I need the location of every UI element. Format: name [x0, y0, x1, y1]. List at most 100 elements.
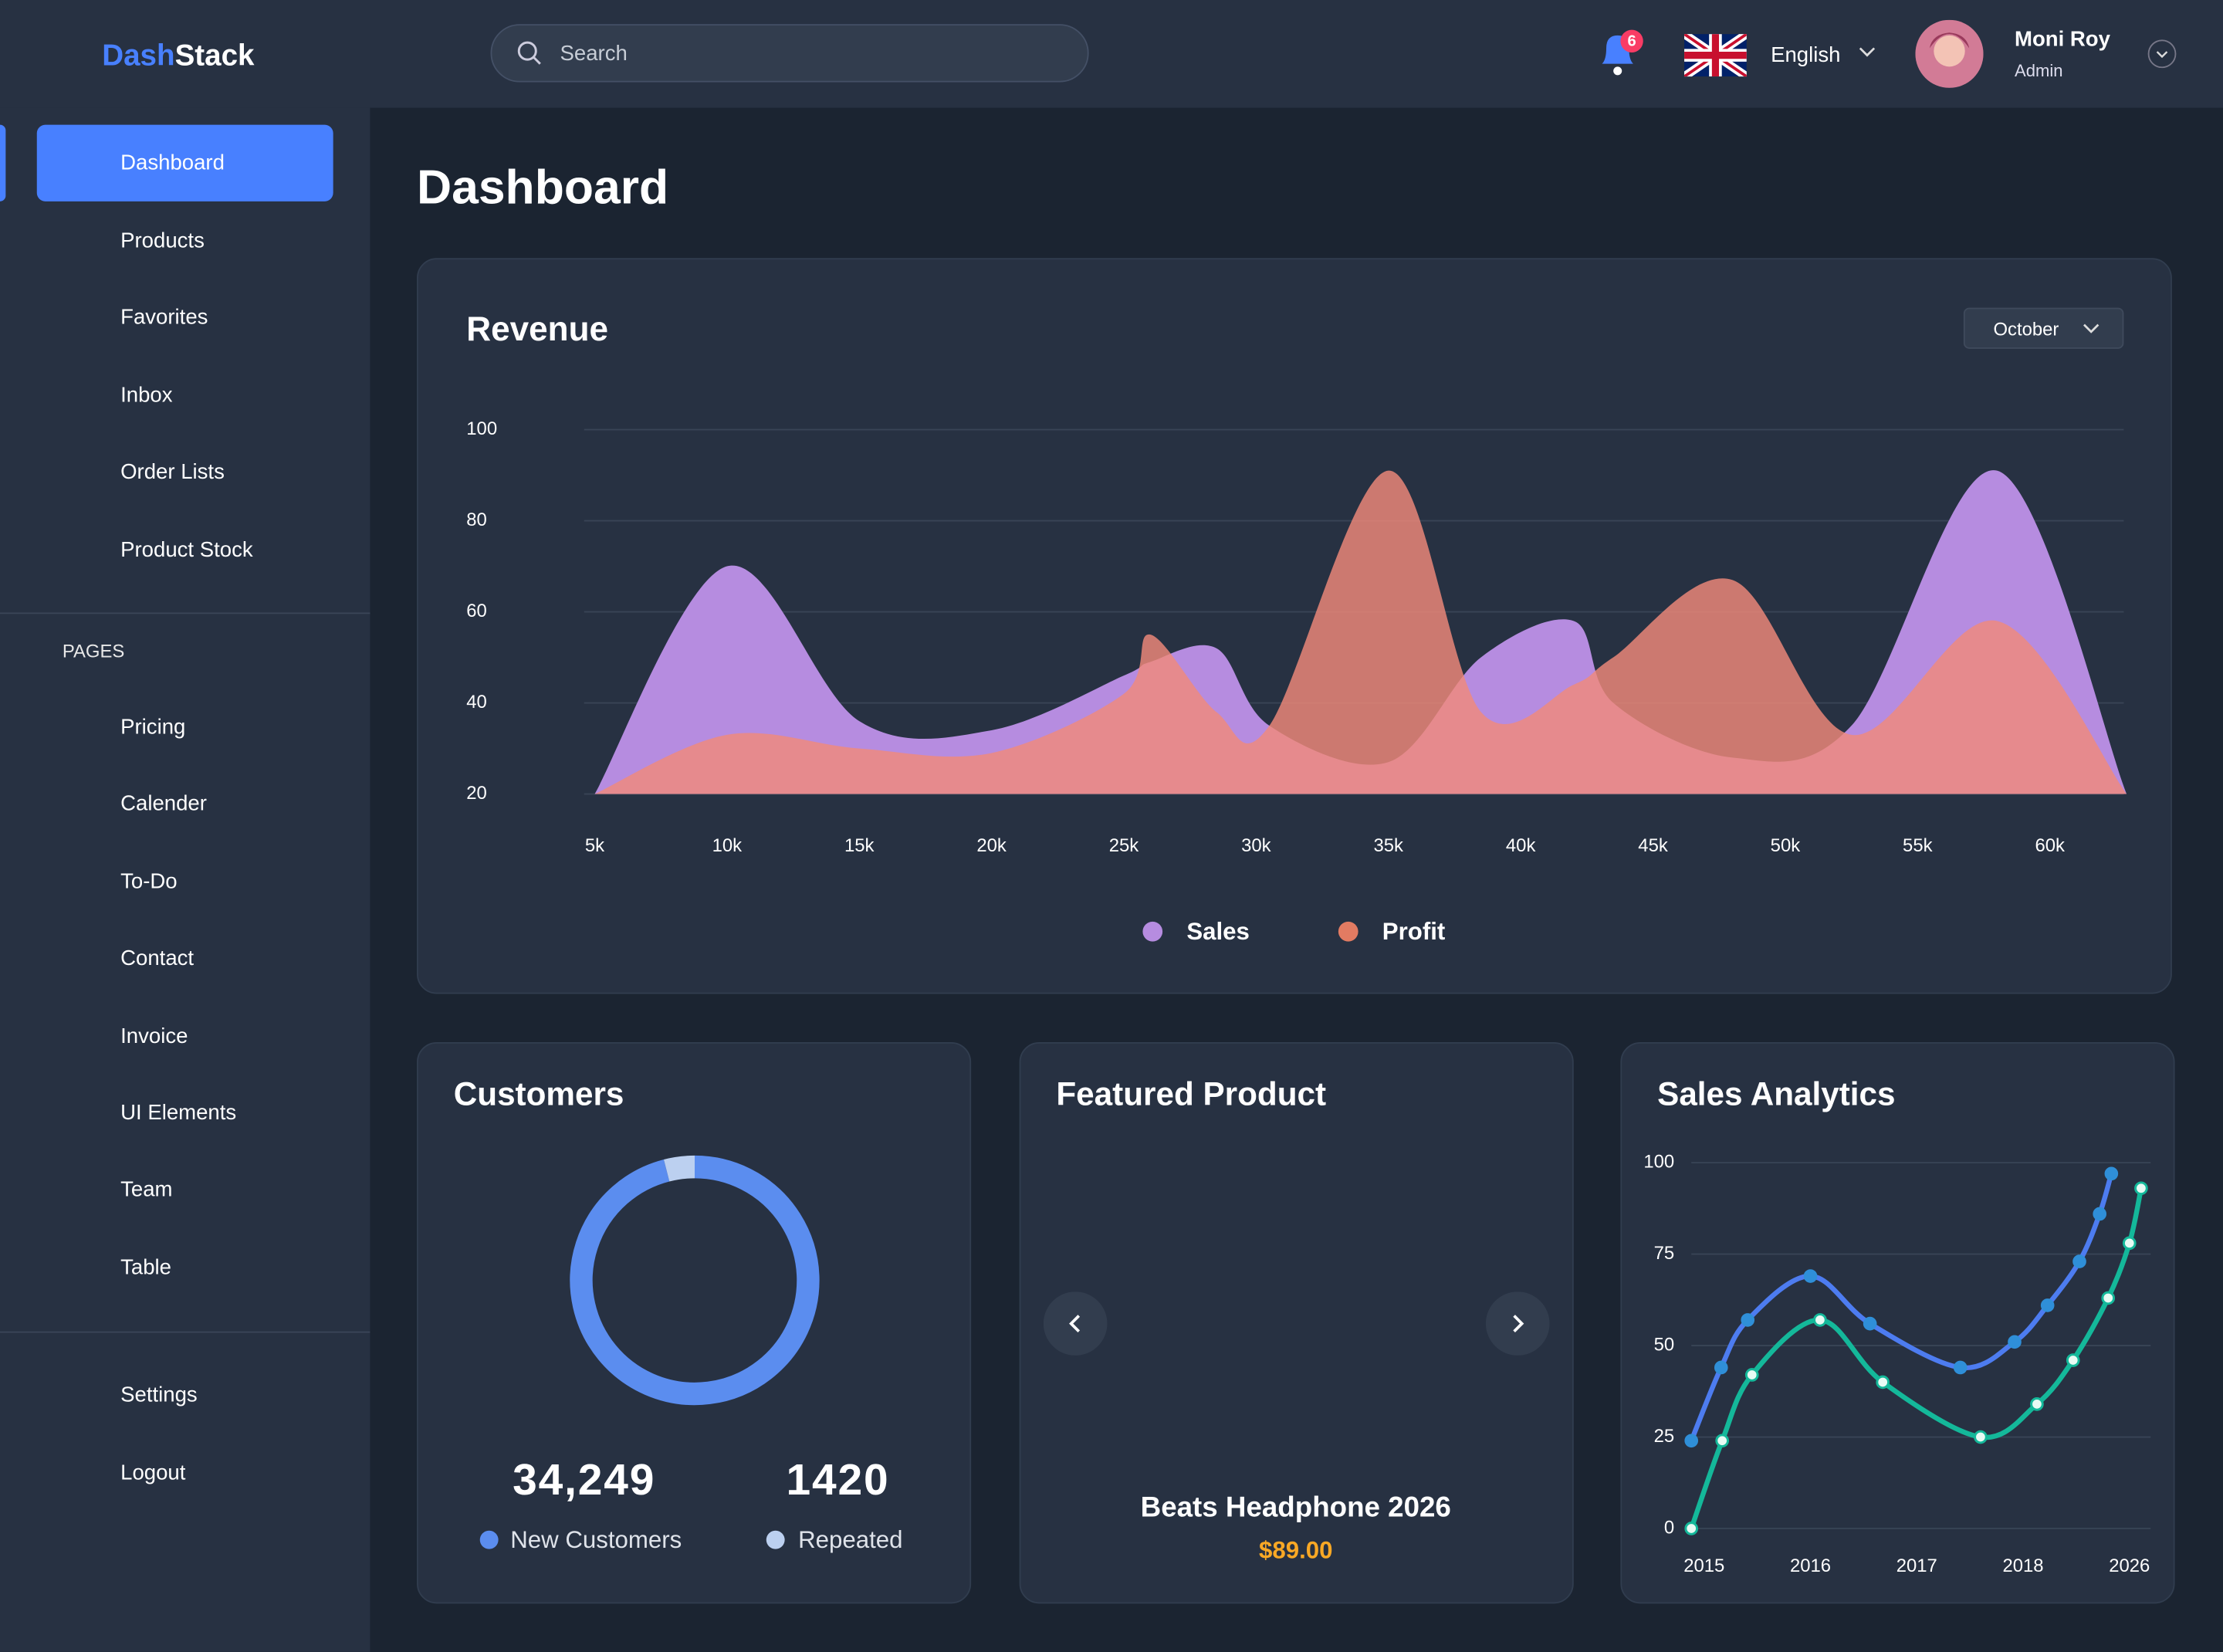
nav-item[interactable]: Favorites — [120, 305, 208, 330]
flag[interactable] — [1684, 34, 1747, 77]
point — [1803, 1269, 1818, 1283]
avatar[interactable] — [1915, 19, 1984, 88]
x-tick-label: 55k — [1903, 835, 1933, 856]
point — [1714, 1360, 1728, 1375]
point — [2072, 1254, 2086, 1268]
legend-swatch — [1338, 921, 1358, 942]
section-heading: PAGES — [62, 640, 125, 662]
y-tick-label: 0 — [1664, 1517, 1674, 1538]
donut-slice — [570, 1155, 820, 1406]
legend-label: Repeated — [798, 1526, 902, 1553]
point — [1741, 1313, 1755, 1327]
card-title: Featured Product — [1056, 1075, 1327, 1112]
y-tick-label: 60 — [466, 601, 487, 621]
point — [2030, 1397, 2044, 1411]
x-tick-label: 45k — [1638, 835, 1668, 856]
nav-item[interactable]: Calender — [120, 792, 207, 817]
y-tick-label: 20 — [466, 783, 487, 804]
nav-item[interactable]: Contact — [120, 946, 195, 971]
point — [1953, 1360, 1968, 1375]
brand-a: Dash — [102, 39, 175, 73]
point — [1813, 1313, 1827, 1327]
brand: DashStack — [102, 39, 254, 73]
notification-count: 6 — [1627, 33, 1636, 50]
analytics-card — [1620, 1041, 2175, 1604]
nav-item[interactable]: Pricing — [120, 715, 186, 740]
user-name: Moni Roy — [2014, 27, 2110, 52]
x-tick-label: 50k — [1771, 835, 1801, 856]
legend-label: New Customers — [510, 1526, 682, 1553]
nav-item[interactable]: Inbox — [120, 382, 173, 408]
y-tick-label: 100 — [466, 418, 497, 439]
x-tick-label: 2018 — [2002, 1556, 2043, 1576]
point — [1876, 1375, 1890, 1390]
y-tick-label: 75 — [1654, 1243, 1675, 1264]
search-placeholder: Search — [560, 42, 628, 66]
nav-item[interactable]: Logout — [120, 1461, 186, 1485]
active-nav-bg — [36, 124, 333, 201]
card-title: Sales Analytics — [1657, 1075, 1896, 1112]
chevron — [2083, 323, 2100, 333]
language[interactable]: English — [1771, 43, 1841, 68]
next-button[interactable] — [1485, 1291, 1550, 1356]
x-tick-label: 2017 — [1896, 1556, 1937, 1576]
nav-item[interactable]: Dashboard — [120, 151, 225, 175]
prev-button[interactable] — [1043, 1291, 1108, 1356]
month-label: October — [1993, 318, 2059, 340]
x-tick-label: 25k — [1109, 835, 1139, 856]
bell[interactable]: 6 — [1593, 25, 1649, 82]
profile-menu[interactable] — [2147, 39, 2177, 69]
point — [1744, 1368, 1759, 1382]
x-tick-label: 2015 — [1683, 1556, 1724, 1576]
x-tick-label: 35k — [1374, 835, 1404, 856]
customers-card — [416, 1041, 972, 1604]
month-dropdown[interactable] — [1963, 307, 2124, 349]
legend-swatch — [766, 1530, 785, 1549]
y-tick-label: 100 — [1643, 1151, 1674, 1172]
point — [2093, 1207, 2107, 1221]
point — [2104, 1166, 2119, 1181]
y-tick-label: 25 — [1654, 1426, 1675, 1447]
divider — [0, 1331, 370, 1333]
point — [1684, 1434, 1699, 1448]
legend-swatch — [1142, 921, 1163, 942]
card-title: Revenue — [466, 310, 609, 349]
y-tick-label: 40 — [466, 692, 487, 713]
point — [1863, 1316, 1877, 1331]
point — [2008, 1335, 2022, 1349]
x-tick-label: 10k — [712, 835, 743, 856]
legend-swatch — [479, 1530, 499, 1549]
nav-item[interactable]: UI Elements — [120, 1101, 237, 1126]
stat-value: 34,249 — [513, 1455, 655, 1505]
x-tick-label: 30k — [1241, 835, 1271, 856]
y-tick-label: 80 — [466, 509, 487, 530]
point — [1715, 1434, 1729, 1448]
point — [2066, 1353, 2080, 1367]
search-box[interactable] — [490, 24, 1089, 83]
x-tick-label: 5k — [585, 835, 604, 856]
nav-item[interactable]: Invoice — [120, 1024, 188, 1048]
card-title: Customers — [453, 1075, 624, 1112]
legend-label: Profit — [1382, 918, 1446, 945]
header — [0, 0, 2223, 108]
point — [1974, 1430, 1988, 1444]
nav-item[interactable]: Team — [120, 1178, 173, 1203]
nav-item[interactable]: Products — [120, 228, 205, 252]
y-tick-label: 50 — [1654, 1334, 1675, 1355]
x-tick-label: 2026 — [2109, 1556, 2150, 1576]
x-tick-label: 20k — [976, 835, 1007, 856]
nav-item[interactable]: Order Lists — [120, 460, 225, 485]
point — [2101, 1291, 2116, 1305]
nav-item[interactable]: To-Do — [120, 869, 178, 894]
nav-item[interactable]: Settings — [120, 1383, 198, 1407]
stat-value: 1420 — [787, 1455, 890, 1505]
nav-item[interactable]: Product Stock — [120, 537, 253, 562]
nav-item[interactable]: Table — [120, 1255, 171, 1280]
area — [594, 470, 2127, 794]
brand-b: Stack — [174, 39, 255, 73]
product-name: Beats Headphone 2026 — [1140, 1492, 1451, 1524]
chevron — [1859, 47, 1876, 57]
x-tick-label: 2016 — [1790, 1556, 1831, 1576]
sidebar — [0, 107, 370, 1652]
